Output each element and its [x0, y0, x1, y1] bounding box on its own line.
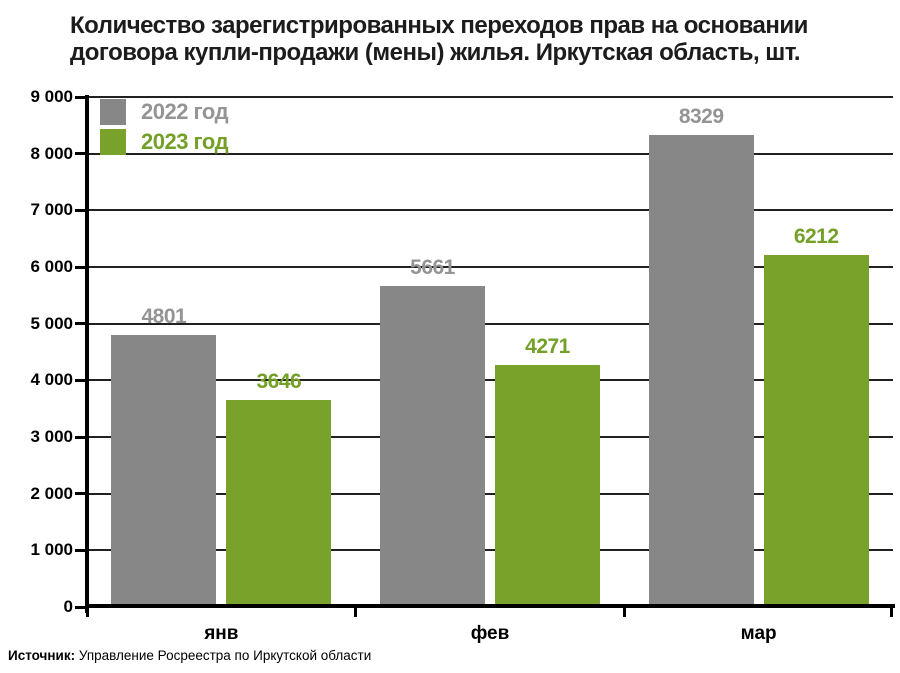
y-tick-label: 2 000: [30, 483, 73, 503]
bar-value-label: 8329: [678, 105, 724, 129]
legend-item-2022: 2022 год: [100, 99, 229, 125]
y-tick-mark: [75, 605, 86, 609]
legend: 2022 год 2023 год: [100, 99, 229, 155]
y-tick-label: 0: [63, 597, 73, 616]
bar-2022-фев: 5661: [380, 256, 485, 607]
gridline-2000: [87, 492, 893, 495]
bar-value-label: 3646: [256, 370, 302, 394]
y-tick-mark: [75, 492, 86, 496]
y-tick-mark: [75, 322, 86, 326]
bar-2023-янв: 3646: [226, 370, 332, 607]
y-tick-label: 3 000: [30, 427, 73, 446]
y-tick-label: 5 000: [30, 313, 73, 333]
source-text: Управление Росреестра по Иркутской облас…: [75, 648, 372, 663]
legend-swatch-icon: [100, 129, 126, 155]
legend-label: 2022 год: [141, 99, 229, 124]
gridline-7000: [87, 209, 893, 212]
gridline-5000: [87, 322, 893, 325]
gridline-4000: [87, 379, 893, 382]
bar-groups: 4801 3646 5661 4271 8329 6212: [87, 97, 893, 607]
bar-group-фев: 5661 4271: [356, 97, 625, 607]
gridline-3000: [87, 436, 893, 438]
y-tick-label: 4 000: [30, 370, 73, 390]
x-category-label-фев: фев: [470, 623, 510, 644]
bar-value-label: 5661: [410, 256, 455, 280]
bar-group-янв: 4801 3646: [87, 97, 356, 607]
x-axis-line: [85, 604, 895, 608]
bar-group-мар: 8329 6212: [624, 97, 893, 607]
gridline-6000: [87, 266, 893, 268]
x-tick-mark: [354, 606, 358, 617]
y-tick-label: 8 000: [30, 143, 73, 163]
y-tick-label: 9 000: [30, 87, 73, 106]
y-tick-mark: [75, 208, 86, 212]
x-tick-mark: [889, 606, 893, 617]
x-category-label-мар: мар: [740, 623, 777, 644]
y-tick-mark: [75, 152, 86, 156]
bar-value-label: 4271: [525, 334, 570, 358]
chart-title: Количество зарегистрированных переходов …: [70, 12, 890, 66]
y-tick-label: 7 000: [30, 200, 73, 220]
x-tick-mark: [622, 606, 626, 617]
gridline-9000: [87, 96, 893, 98]
y-tick-mark: [75, 265, 86, 269]
y-tick-label: 1 000: [30, 540, 73, 560]
plot-area: 4801 3646 5661 4271 8329 6212 2022 год 2023 го…: [87, 96, 893, 607]
y-tick-mark: [75, 548, 86, 552]
y-tick-label: 6 000: [30, 257, 73, 276]
source-label: Источник:: [8, 648, 76, 663]
bar-value-label: 4801: [141, 304, 187, 328]
bar-2022-мар: 8329: [648, 105, 754, 607]
bar-2022-янв: 4801: [111, 305, 217, 607]
y-axis-line: [85, 95, 89, 613]
bar-2023-мар: 6212: [763, 225, 869, 607]
chart-title-line-1: Количество зарегистрированных переходов …: [70, 12, 808, 39]
legend-item-2023: 2023 год: [100, 129, 229, 155]
legend-label: 2023 год: [141, 129, 229, 154]
legend-swatch-icon: [100, 99, 126, 125]
gridline-1000: [87, 549, 893, 552]
y-tick-mark: [75, 95, 86, 99]
source-note: Источник: Управление Росреестра по Иркут…: [8, 648, 371, 663]
bar-value-label: 6212: [793, 225, 839, 248]
chart-title-line-2: договора купли-продажи (мены) жилья. Ирк…: [70, 39, 801, 66]
y-tick-mark: [75, 435, 86, 439]
gridline-8000: [87, 152, 893, 155]
x-category-label-янв: янв: [204, 623, 239, 644]
y-tick-mark: [75, 378, 86, 382]
bar-2023-фев: 4271: [495, 335, 600, 607]
